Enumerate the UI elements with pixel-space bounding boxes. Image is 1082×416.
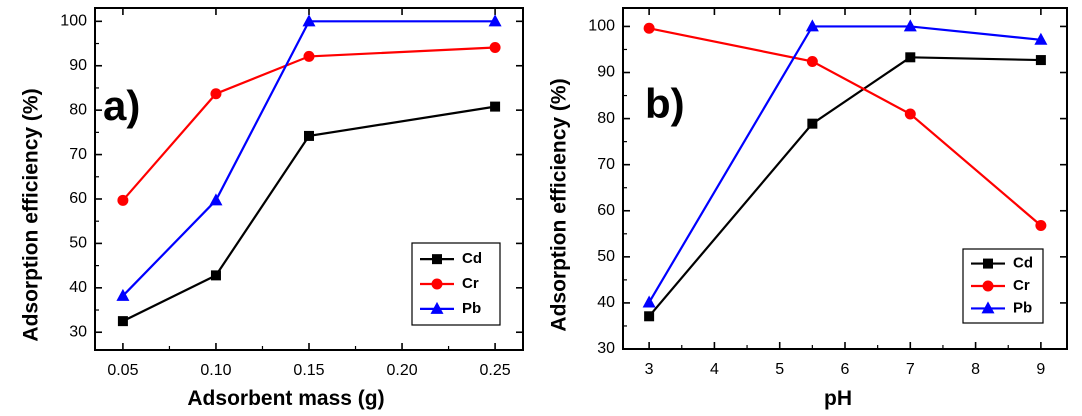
legend-b: Cd Cr Pb <box>962 248 1044 324</box>
data-point-cd-a <box>117 316 128 327</box>
x-tick-label-a: 0.15 <box>293 362 324 379</box>
y-tick-label-a: 90 <box>69 57 87 74</box>
data-point-cr-a <box>210 88 222 100</box>
x-tick-label-b: 5 <box>775 361 784 378</box>
legend-label-cr-a: Cr <box>462 275 479 292</box>
data-point-pb-b <box>903 19 917 32</box>
series-line-cr-a <box>122 46 496 202</box>
data-point-cd-b <box>644 311 655 322</box>
chart-panel-a: Adsorption efficiency (%) Adsorbent mass… <box>20 7 524 410</box>
panel-label-a: a) <box>103 82 140 129</box>
data-point-cr-b <box>806 55 818 67</box>
legend-label-cd-b: Cd <box>1013 255 1033 272</box>
chart-panel-b: Adsorption efficiency (%) pH b) 3 4 5 6 7 8 93… <box>548 7 1068 410</box>
y-tick-label-b: 50 <box>597 248 615 265</box>
legend-marker-cr-a <box>431 278 443 290</box>
data-point-cd-b <box>905 52 916 63</box>
legend-label-cr-b: Cr <box>1013 277 1030 294</box>
x-tick-label-a: 0.05 <box>107 362 138 379</box>
data-point-pb-b <box>642 295 656 308</box>
legend-marker-pb-a <box>430 301 444 314</box>
x-tick-label-b: 6 <box>841 361 850 378</box>
plot-area-b: 3 4 5 6 7 8 9 30 40 50 60 70 80 90 100 <box>588 7 1068 378</box>
data-point-pb-a <box>302 14 316 27</box>
plot-area-a: 0.05 0.10 0.15 0.20 0.25 30 40 50 60 70 80 90 100 <box>60 7 524 379</box>
data-point-pb-a <box>116 288 130 301</box>
data-point-cd-b <box>1035 55 1046 66</box>
series-line-cr-b <box>648 27 1042 227</box>
y-tick-label-a: 80 <box>69 101 87 118</box>
y-tick-label-b: 70 <box>597 156 615 173</box>
x-tick-label-b: 4 <box>710 361 719 378</box>
series-line-pb-b <box>648 25 1041 304</box>
x-tick-label-a: 0.25 <box>480 362 511 379</box>
data-point-cr-b <box>904 108 916 120</box>
legend-a: Cd Cr Pb <box>411 242 501 326</box>
y-tick-label-b: 40 <box>597 294 615 311</box>
data-point-cd-a <box>304 130 314 141</box>
data-point-pb-b <box>1034 32 1048 45</box>
x-tick-label-a: 0.10 <box>200 362 231 379</box>
legend-label-pb-b: Pb <box>1013 299 1032 316</box>
data-point-pb-a <box>209 193 223 206</box>
y-tick-label-b: 80 <box>597 110 615 127</box>
x-tick-label-b: 3 <box>645 361 654 378</box>
y-tick-label-a: 30 <box>69 323 87 340</box>
legend-marker-cd-a <box>432 254 442 265</box>
legend-marker-cd-b <box>983 258 993 269</box>
y-tick-label-a: 60 <box>69 190 87 207</box>
data-point-cd-b <box>807 118 818 129</box>
data-point-pb-a <box>488 14 502 27</box>
data-point-pb-b <box>805 19 819 32</box>
legend-label-pb-a: Pb <box>462 300 481 317</box>
data-point-cr-a <box>117 194 129 206</box>
y-tick-label-b: 60 <box>597 202 615 219</box>
series-line-pb-a <box>122 20 496 297</box>
panel-label-b: b) <box>645 80 685 127</box>
y-tick-label-a: 50 <box>69 235 87 252</box>
legend-marker-cr-b <box>982 280 994 292</box>
y-tick-label-a: 100 <box>60 13 87 30</box>
x-tick-label-b: 9 <box>1036 361 1045 378</box>
y-tick-label-a: 40 <box>69 279 87 296</box>
y-tick-label-b: 100 <box>588 18 615 35</box>
x-tick-label-b: 8 <box>971 361 980 378</box>
ylabel-a: Adsorption efficiency (%) <box>20 88 43 341</box>
y-tick-label-b: 90 <box>597 64 615 81</box>
y-tick-label-b: 30 <box>597 340 615 357</box>
data-point-cr-b <box>643 22 655 34</box>
series-line-cd-b <box>648 56 1041 317</box>
xlabel-b: pH <box>824 387 852 410</box>
data-point-cr-a <box>489 42 501 54</box>
x-tick-label-b: 7 <box>906 361 915 378</box>
legend-label-cd-a: Cd <box>462 250 482 267</box>
data-point-cr-a <box>303 50 315 62</box>
x-tick-label-a: 0.20 <box>386 362 417 379</box>
y-tick-label-a: 70 <box>69 146 87 163</box>
data-point-cr-b <box>1035 220 1047 232</box>
data-point-cd-a <box>490 101 501 112</box>
ylabel-b: Adsorption efficiency (%) <box>548 78 571 331</box>
xlabel-a: Adsorbent mass (g) <box>187 387 384 410</box>
series-line-cd-a <box>122 105 496 323</box>
data-point-cd-a <box>210 270 221 281</box>
legend-marker-pb-b <box>981 301 995 314</box>
